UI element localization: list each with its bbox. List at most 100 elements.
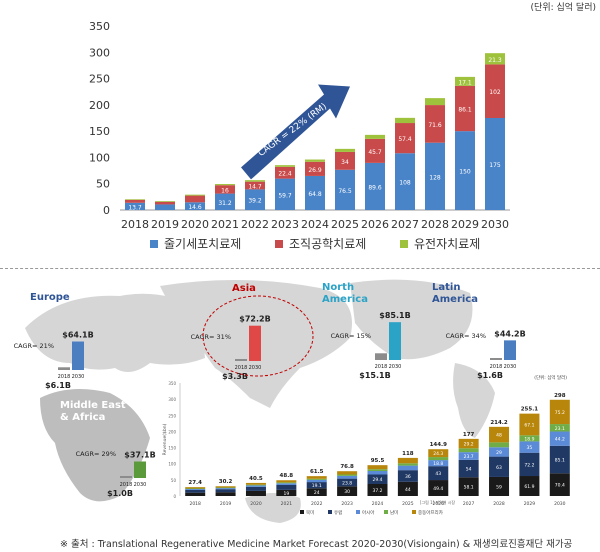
x-tick-label: 2026 <box>361 218 389 231</box>
y-tick-label: 50 <box>96 178 110 191</box>
region-value-2018: $1.6B <box>477 371 503 380</box>
panel-x-tick: 2030 <box>554 501 566 507</box>
panel-bar-segment <box>397 457 418 464</box>
region-value-2018: $1.0B <box>107 489 133 498</box>
panel-bar-total: 118 <box>402 451 414 457</box>
panel-bar-value: 18.9 <box>524 436 534 442</box>
panel-bar-value: 59 <box>496 484 502 490</box>
panel-bar-segment <box>306 482 327 489</box>
region-name-line: Middle East <box>60 400 126 411</box>
bar-segment <box>335 148 355 152</box>
region-bar-2030 <box>249 325 261 361</box>
region-value-2018: $15.1B <box>359 371 390 380</box>
panel-y-tick: 150 <box>168 446 176 451</box>
region-name-line: America <box>322 294 368 305</box>
panel-bar-segment <box>215 488 236 490</box>
region-callout: Europe $64.1B CAGR= 21% 2018 2030$6.1B <box>14 292 94 390</box>
region-value-2030: $72.2B <box>239 315 270 324</box>
region-name: Middle East & Africa <box>60 400 126 423</box>
bar-value-label: 13.7 <box>128 204 142 211</box>
panel-bar-segment <box>306 476 327 479</box>
panel-bar-segment <box>245 484 266 486</box>
panel-bar-segment <box>367 483 388 496</box>
panel-bar-value: 85.1 <box>555 458 565 464</box>
bar-value-label: 17.1 <box>458 79 472 86</box>
panel-x-tick: 2024 <box>372 501 384 507</box>
y-tick-label: 250 <box>89 73 110 86</box>
bar-segment <box>425 98 445 106</box>
bar-segment <box>275 165 295 167</box>
legend-label: 조직공학치료제 <box>289 237 366 251</box>
africa-land-shape <box>40 389 150 502</box>
bar-segment <box>455 131 475 210</box>
panel-bar-segment <box>215 489 236 493</box>
bar-value-label: 108 <box>399 180 411 187</box>
panel-bar-segment <box>458 438 479 449</box>
bar-segment <box>125 199 145 203</box>
panel-bar-value: 24 <box>314 490 320 496</box>
panel-bar-value: 23.8 <box>342 480 352 486</box>
australia-land-shape <box>245 493 301 523</box>
region-name-line: Asia <box>232 283 256 294</box>
bar-segment <box>245 180 265 182</box>
legend-label: 줄기세포치료제 <box>164 237 241 251</box>
region-year-a: 2018 <box>490 364 503 370</box>
panel-bar-total: 48.8 <box>280 473 294 479</box>
bar-value-label: 71.6 <box>428 122 442 129</box>
panel-bar-value: 72.2 <box>524 462 534 468</box>
bar-value-label: 31.2 <box>218 200 232 207</box>
panel-bar-segment <box>397 481 418 496</box>
panel-x-tick: 2026 <box>433 501 445 507</box>
legend-swatch <box>275 240 283 248</box>
panel-bar-value: 44 <box>405 487 411 493</box>
bar-value-label: 128 <box>429 174 441 181</box>
region-value-2018: $3.3B <box>222 372 248 381</box>
x-tick-label: 2022 <box>241 218 269 231</box>
panel-x-tick: 2018 <box>189 501 201 507</box>
panel-y-tick: 200 <box>168 429 176 434</box>
panel-x-tick: 2021 <box>281 501 293 507</box>
panel-bar-segment <box>337 475 358 479</box>
panel-bar-segment <box>215 492 236 496</box>
bar-segment <box>215 184 235 186</box>
panel-bar-value: 29.2 <box>464 442 474 448</box>
region-bar-2018 <box>58 367 70 370</box>
x-tick-label: 2030 <box>481 218 509 231</box>
panel-bar-value: 44.2 <box>555 437 565 443</box>
panel-bar-segment <box>428 466 449 481</box>
region-name-line: America <box>432 294 478 305</box>
bar-value-label: 22.4 <box>278 171 292 178</box>
x-tick-label: 2028 <box>421 218 449 231</box>
panel-bar-segment <box>337 478 358 487</box>
bar-segment <box>305 159 325 162</box>
panel-bar-segment <box>245 486 266 491</box>
panel-bar-value: 24.3 <box>433 451 443 457</box>
region-bar-2030 <box>72 341 84 370</box>
panel-bar-segment <box>489 456 510 477</box>
cagr-label: CAGR = 22% (RM) <box>257 102 329 159</box>
panel-bar-value: 30 <box>344 489 350 495</box>
panel-bar-segment <box>428 457 449 461</box>
bar-value-label: 14.6 <box>188 204 202 211</box>
bar-segment <box>155 201 175 202</box>
panel-bar-segment <box>397 465 418 471</box>
panel-bar-segment <box>458 477 479 496</box>
region-bar-2030 <box>134 461 146 478</box>
x-tick-label: 2020 <box>181 218 209 231</box>
region-cagr: CAGR= 21% <box>14 342 54 350</box>
panel-bar-total: 76.8 <box>340 464 354 470</box>
bar-value-label: 57.4 <box>398 136 412 143</box>
panel-x-tick: 2022 <box>311 501 323 507</box>
panel-bar-segment <box>428 480 449 496</box>
bar-segment <box>365 162 385 210</box>
panel-bar-segment <box>489 476 510 496</box>
panel-bar-segment <box>367 471 388 475</box>
north-america-land-shape <box>350 279 473 360</box>
bar-segment <box>485 53 505 65</box>
region-bar-2018 <box>490 358 502 360</box>
panel-bar-value: 48 <box>496 433 502 439</box>
region-value-2018: $6.1B <box>45 381 71 390</box>
panel-bar-segment <box>519 435 540 442</box>
region-bar-2018 <box>120 476 132 478</box>
panel-bar-value: 29.4 <box>372 477 382 483</box>
